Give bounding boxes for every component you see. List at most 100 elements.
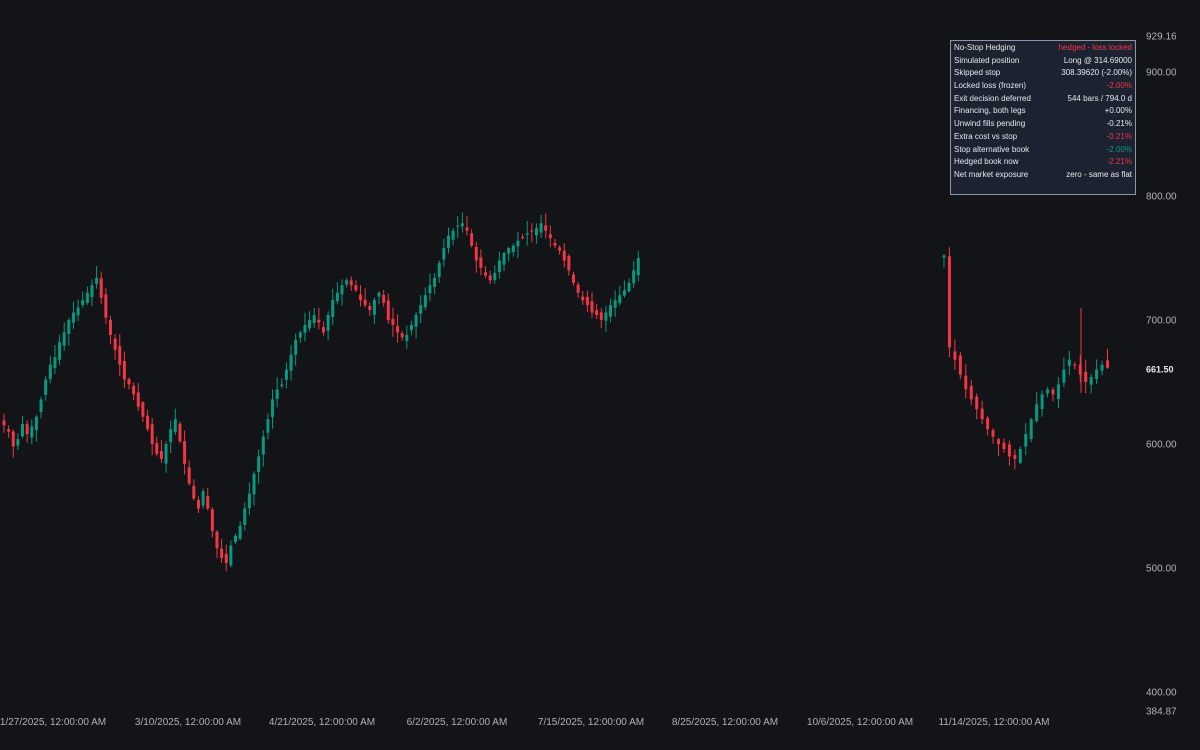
stats-label: Unwind fills pending: [954, 119, 1026, 129]
candle-body: [530, 230, 534, 232]
candle-body: [493, 272, 497, 281]
candle-body: [275, 389, 279, 399]
y-max-label: 929.16: [1146, 32, 1177, 43]
stats-value: -2.21%: [1106, 157, 1132, 167]
candle-body: [1095, 369, 1099, 380]
candle-body: [48, 364, 52, 380]
candle-body: [479, 257, 483, 268]
candle-body: [953, 351, 957, 360]
y-tick-label: 400.00: [1146, 688, 1177, 699]
candle-body: [1100, 364, 1104, 371]
candle-body: [1067, 359, 1071, 366]
candle-body: [1073, 364, 1077, 366]
candle-body: [294, 339, 298, 355]
candle-body: [947, 256, 951, 348]
candle-body: [192, 485, 196, 499]
candle-body: [1046, 389, 1050, 394]
time-axis: 1/27/2025, 12:00:00 AM 3/10/2025, 12:00:0…: [0, 717, 1050, 728]
candle-body: [497, 260, 501, 273]
candle-body: [437, 262, 441, 278]
candle-body: [71, 312, 75, 323]
candle-body: [609, 305, 613, 317]
candle-body: [409, 324, 413, 331]
candle-body: [243, 508, 247, 525]
candle-body: [146, 415, 150, 430]
stats-value: -2.00%: [1106, 81, 1132, 91]
candle-body: [303, 324, 307, 333]
candle-body: [234, 535, 237, 542]
candle-body: [280, 384, 284, 387]
candle-body: [553, 242, 557, 246]
candle-body: [354, 285, 358, 291]
candle-body: [201, 491, 205, 506]
candle-body: [261, 436, 265, 455]
candle-body: [405, 334, 409, 341]
stats-value: +0.00%: [1104, 106, 1132, 116]
candle-body: [169, 429, 173, 443]
price-axis: 400.00 500.00 600.00 700.00 800.00 900.00 929.…: [1146, 32, 1177, 718]
candle-body: [206, 496, 210, 509]
x-tick-label: 7/15/2025, 12:00:00 AM: [538, 717, 644, 728]
candle-body: [460, 223, 464, 227]
stats-value: -0.21%: [1106, 119, 1132, 129]
candle-body: [178, 423, 182, 442]
candle-body: [289, 354, 293, 371]
candle-body: [1089, 377, 1093, 385]
x-tick-label: 10/6/2025, 12:00:00 AM: [807, 717, 913, 728]
candle-body: [581, 296, 585, 301]
y-min-label: 384.87: [1146, 707, 1177, 718]
stats-label: Stop alternative book: [954, 144, 1030, 154]
candle-body: [484, 272, 488, 276]
candle-body: [986, 417, 990, 430]
candle-body: [326, 315, 330, 331]
candle-body: [488, 275, 492, 281]
candle-body: [132, 385, 136, 395]
candle-body: [599, 312, 603, 320]
candle-body: [1084, 371, 1088, 382]
candle-body: [11, 431, 15, 447]
x-tick-label: 1/27/2025, 12:00:00 AM: [0, 717, 106, 728]
candle-body: [636, 258, 640, 276]
candle-body: [474, 247, 478, 261]
candle-body: [1002, 442, 1006, 449]
candle-body: [271, 399, 275, 418]
stats-value: zero - same as flat: [1066, 169, 1132, 179]
candle-body: [95, 277, 99, 284]
candle-body: [627, 282, 631, 292]
candle-body: [210, 509, 214, 531]
stats-label: Hedged book now: [954, 157, 1019, 167]
candle-body: [1062, 369, 1066, 383]
candle-body: [30, 426, 34, 438]
candle-body: [118, 346, 122, 365]
candle-body: [958, 355, 962, 375]
candle-body: [548, 234, 552, 239]
candle-body: [196, 499, 200, 509]
x-tick-label: 3/10/2025, 12:00:00 AM: [135, 717, 241, 728]
candle-body: [39, 399, 43, 413]
stats-label: Financing, both legs: [954, 106, 1026, 116]
candle-body: [576, 284, 580, 293]
x-tick-label: 8/25/2025, 12:00:00 AM: [672, 717, 778, 728]
stats-panel: No-Stop Hedging hedged - loss locked Simul…: [950, 40, 1136, 195]
stats-label: Net market exposure: [954, 169, 1029, 179]
candle-body: [108, 319, 112, 335]
candle-body: [183, 441, 187, 464]
candle-body: [122, 361, 126, 380]
candle-body: [335, 292, 339, 302]
candle-body: [257, 456, 261, 473]
candle-body: [141, 402, 145, 417]
candle-body: [567, 256, 571, 271]
candle-body: [1056, 384, 1060, 400]
stats-row: Exit decision deferred 544 bars / 794.0 d: [954, 93, 1132, 106]
candle-body: [386, 300, 390, 320]
candle-body: [2, 420, 6, 426]
candle-body: [613, 300, 617, 308]
candle-series: [2, 212, 1109, 572]
stats-row: Locked loss (frozen) -2.00%: [954, 80, 1132, 93]
candle-body: [1035, 404, 1039, 422]
candle-body: [331, 300, 335, 317]
stats-value: -2.00%: [1106, 144, 1132, 154]
candle-body: [1051, 389, 1055, 395]
stats-value: hedged - loss locked: [1058, 43, 1132, 52]
